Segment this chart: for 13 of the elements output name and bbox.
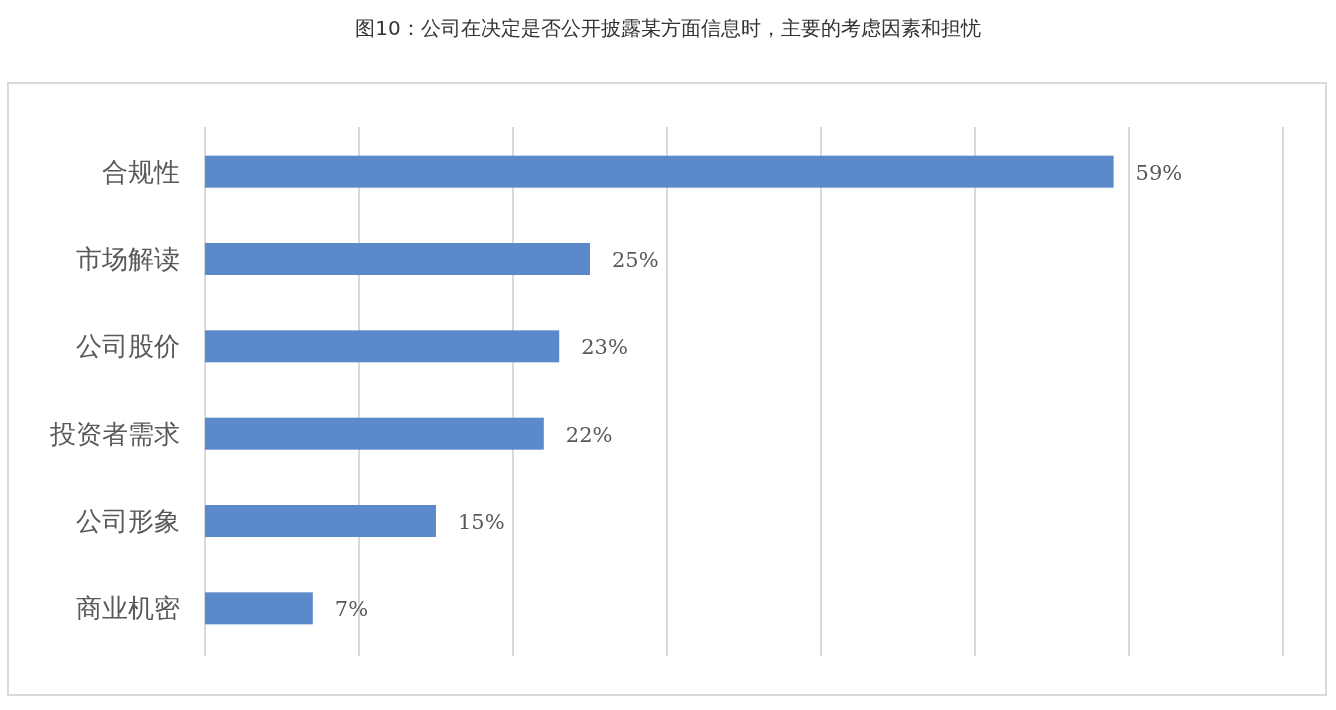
data-label: 23%: [581, 335, 628, 360]
y-tick-label: 商业机密: [76, 593, 180, 624]
title: 图10：公司在决定是否公开披露某方面信息时，主要的考虑因素和担忧: [355, 16, 981, 40]
data-label: 15%: [458, 510, 505, 534]
data-label: 7%: [334, 597, 369, 622]
y-tick-label: 投资者需求: [50, 418, 180, 449]
data-label: 22%: [565, 422, 613, 447]
y-tick-label: 市场解读: [76, 244, 180, 274]
y-tick-label: 公司股价: [76, 331, 180, 362]
data-label: 25%: [612, 248, 659, 272]
y-tick-label: 公司形象: [76, 506, 180, 536]
y-tick-label: 合规性: [102, 156, 180, 187]
data-label: 59%: [1135, 160, 1183, 185]
